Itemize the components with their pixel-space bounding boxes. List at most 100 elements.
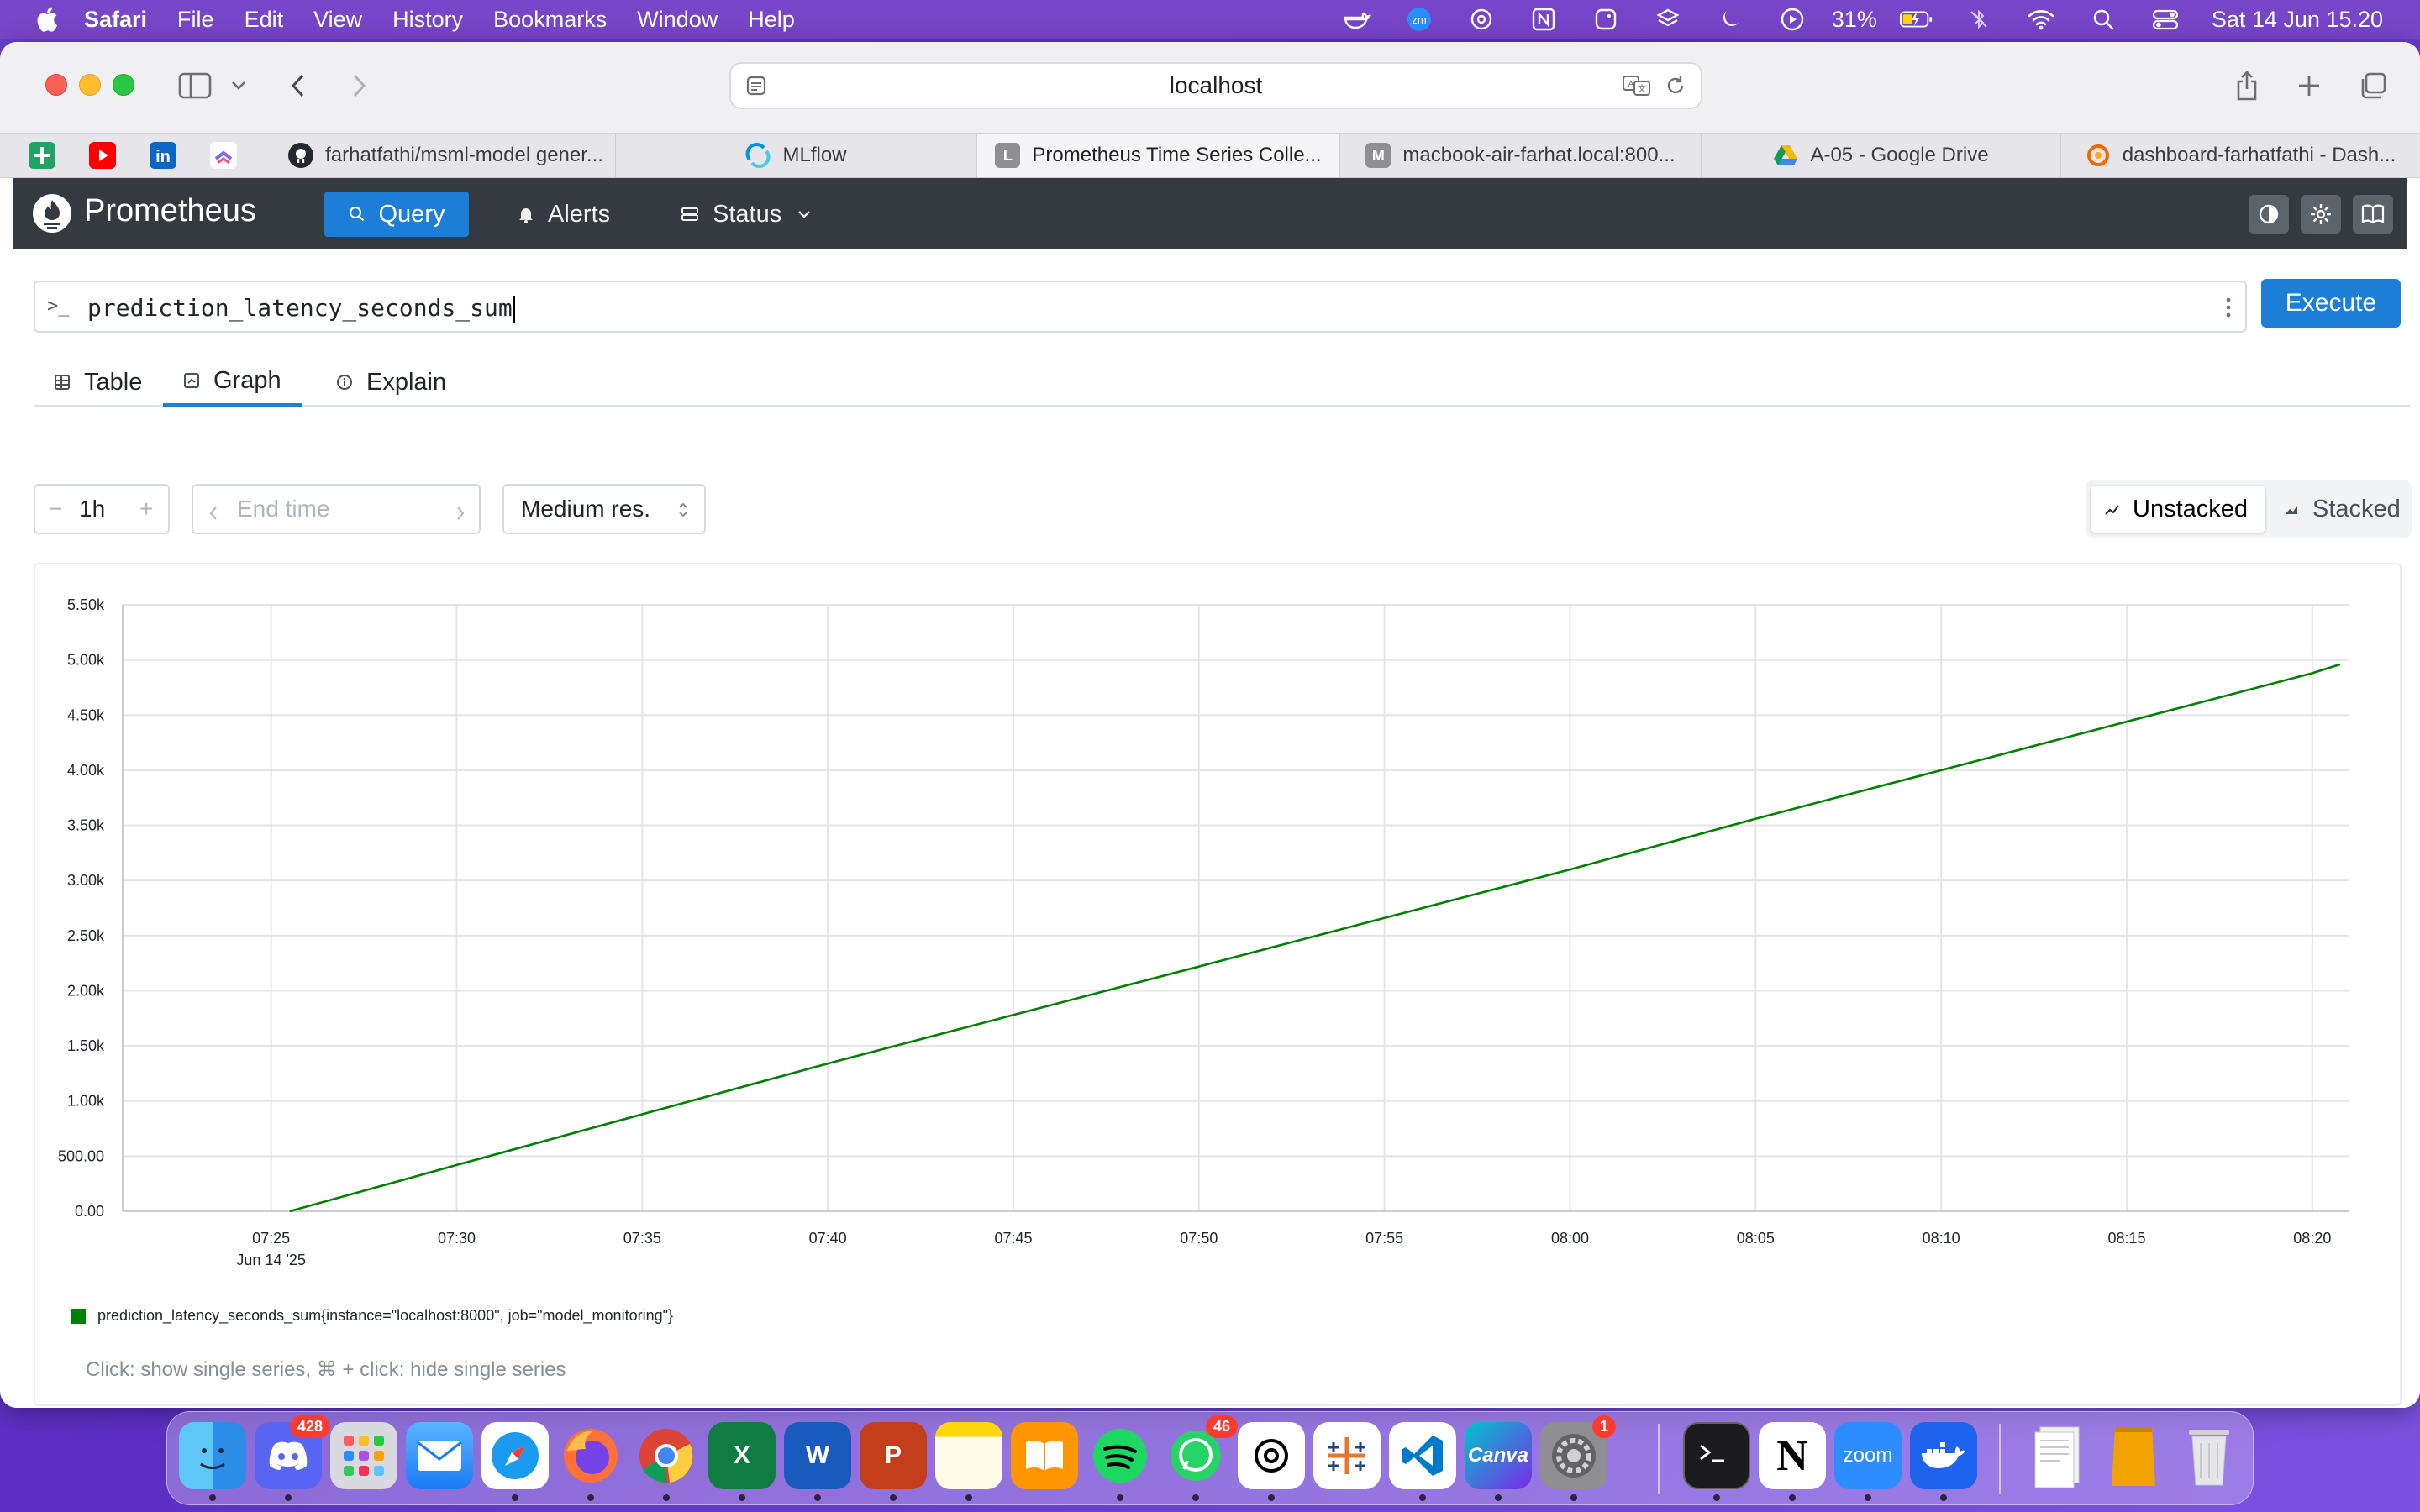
- chevron-left-icon[interactable]: [208, 501, 218, 528]
- tab-mlflow[interactable]: MLflow: [615, 134, 976, 177]
- url-text[interactable]: localhost: [1169, 72, 1263, 98]
- tab-explain[interactable]: Explain: [316, 358, 466, 407]
- terminal-icon[interactable]: [1683, 1422, 1750, 1489]
- word-icon[interactable]: W: [784, 1422, 851, 1489]
- screenshot-icon[interactable]: [1589, 6, 1623, 33]
- close-window-button[interactable]: [45, 74, 67, 96]
- share-icon[interactable]: [2232, 67, 2262, 104]
- clickup-pinned-icon[interactable]: [210, 142, 237, 169]
- whatsapp-icon[interactable]: 46: [1162, 1415, 1238, 1489]
- vscode-icon[interactable]: [1389, 1422, 1456, 1489]
- menu-help[interactable]: Help: [748, 6, 795, 32]
- menu-view[interactable]: View: [313, 6, 363, 32]
- chatgpt-icon[interactable]: [1238, 1422, 1305, 1489]
- notion-icon[interactable]: [1527, 6, 1560, 33]
- wifi-icon[interactable]: [2024, 6, 2058, 33]
- chatgpt-icon[interactable]: [1465, 6, 1498, 33]
- menu-window[interactable]: Window: [637, 6, 718, 32]
- spotify-icon[interactable]: [1086, 1422, 1154, 1489]
- chrome-icon[interactable]: [633, 1422, 700, 1489]
- firefox-icon[interactable]: [557, 1422, 624, 1489]
- forward-arrow-icon[interactable]: [346, 71, 371, 101]
- time-series-chart[interactable]: 0.00 500.00 1.00k 1.50k 2.00k 2.50k 3.00k 3.50k…: [35, 564, 2400, 1287]
- finder-icon[interactable]: [179, 1422, 246, 1489]
- chevron-down-icon[interactable]: [229, 76, 249, 96]
- tab-overview-icon[interactable]: [2356, 69, 2390, 102]
- nav-status-dropdown[interactable]: Status: [659, 192, 834, 237]
- documents-icon[interactable]: [2024, 1422, 2091, 1489]
- page-settings-icon[interactable]: [744, 74, 768, 97]
- bluetooth-off-icon[interactable]: [1962, 6, 1996, 33]
- mail-icon[interactable]: [406, 1422, 473, 1489]
- expression-text[interactable]: prediction_latency_seconds_sum: [87, 294, 515, 323]
- tab-google-drive[interactable]: A-05 - Google Drive: [1701, 134, 2060, 177]
- books-icon[interactable]: [1011, 1422, 1078, 1489]
- battery-icon[interactable]: [1899, 6, 1933, 33]
- docker-whale-icon[interactable]: [1340, 6, 1374, 33]
- tab-graph[interactable]: Graph: [163, 358, 302, 407]
- range-increment-button[interactable]: +: [139, 496, 154, 522]
- stacked-button[interactable]: Stacked: [2270, 486, 2407, 533]
- settings-icon[interactable]: 1: [1540, 1415, 1616, 1489]
- tab-table[interactable]: Table: [34, 358, 162, 407]
- end-time-input[interactable]: End time: [192, 484, 481, 534]
- notion-icon[interactable]: N: [1759, 1422, 1826, 1489]
- zoom-icon[interactable]: zm: [1402, 6, 1436, 33]
- layers-icon[interactable]: [1651, 6, 1685, 33]
- theme-toggle-button[interactable]: [2249, 195, 2289, 234]
- range-value[interactable]: 1h: [79, 496, 106, 522]
- new-tab-icon[interactable]: [2294, 71, 2324, 101]
- menu-app-name[interactable]: Safari: [84, 6, 148, 32]
- reload-icon[interactable]: [1664, 74, 1687, 97]
- google-sheets-pinned-icon[interactable]: [29, 142, 55, 169]
- range-decrement-button[interactable]: −: [49, 496, 63, 522]
- nav-alerts-button[interactable]: Alerts: [496, 192, 632, 237]
- play-icon[interactable]: [1776, 6, 1809, 33]
- apple-icon[interactable]: [34, 5, 59, 34]
- menu-clock[interactable]: Sat 14 Jun 15.20: [2211, 6, 2383, 32]
- canva-icon[interactable]: Canva: [1465, 1422, 1532, 1489]
- end-time-placeholder[interactable]: End time: [237, 496, 330, 522]
- linkedin-pinned-icon[interactable]: in: [150, 142, 176, 169]
- tableau-icon[interactable]: [1313, 1422, 1381, 1489]
- menu-bookmarks[interactable]: Bookmarks: [493, 6, 608, 32]
- menu-file[interactable]: File: [177, 6, 214, 32]
- nav-query-button[interactable]: Query: [324, 192, 469, 237]
- prometheus-logo-icon[interactable]: [32, 193, 72, 234]
- trash-icon[interactable]: [2175, 1422, 2243, 1489]
- prometheus-brand[interactable]: Prometheus: [84, 193, 256, 228]
- legend-item[interactable]: prediction_latency_seconds_sum{instance=…: [71, 1307, 673, 1325]
- settings-button[interactable]: [2301, 195, 2341, 234]
- safari-icon[interactable]: [481, 1422, 549, 1489]
- tab-grafana[interactable]: dashboard-farhatfathi - Dash...: [2060, 134, 2420, 177]
- excel-icon[interactable]: X: [708, 1422, 776, 1489]
- tab-github[interactable]: farhatfathi/msml-model gener...: [276, 134, 615, 177]
- docs-button[interactable]: [2353, 195, 2393, 234]
- notes-icon[interactable]: [935, 1422, 1002, 1489]
- zoom-icon[interactable]: zoom: [1834, 1422, 1902, 1489]
- range-input[interactable]: − 1h +: [34, 484, 170, 534]
- expression-input[interactable]: >_ prediction_latency_seconds_sum: [34, 281, 2247, 333]
- more-options-icon[interactable]: [2225, 296, 2232, 319]
- moon-icon[interactable]: [1713, 6, 1747, 33]
- docker-icon[interactable]: [1910, 1422, 1977, 1489]
- launchpad-icon[interactable]: [330, 1422, 397, 1489]
- execute-button[interactable]: Execute: [2261, 279, 2401, 328]
- menu-history[interactable]: History: [392, 6, 464, 32]
- control-center-icon[interactable]: [2149, 6, 2182, 33]
- zoom-window-button[interactable]: [113, 74, 134, 96]
- chevron-right-icon[interactable]: [455, 501, 466, 528]
- menu-edit[interactable]: Edit: [244, 6, 284, 32]
- archive-icon[interactable]: [2100, 1422, 2167, 1489]
- legend-label[interactable]: prediction_latency_seconds_sum{instance=…: [97, 1307, 673, 1324]
- back-arrow-icon[interactable]: [286, 71, 311, 101]
- tab-prometheus[interactable]: L Prometheus Time Series Colle...: [976, 134, 1339, 177]
- youtube-pinned-icon[interactable]: [89, 142, 116, 169]
- resolution-select[interactable]: Medium res.: [502, 484, 706, 534]
- powerpoint-icon[interactable]: P: [860, 1422, 927, 1489]
- tab-macbook[interactable]: M macbook-air-farhat.local:800...: [1339, 134, 1701, 177]
- unstacked-button[interactable]: Unstacked: [2091, 486, 2265, 533]
- minimize-window-button[interactable]: [79, 74, 101, 96]
